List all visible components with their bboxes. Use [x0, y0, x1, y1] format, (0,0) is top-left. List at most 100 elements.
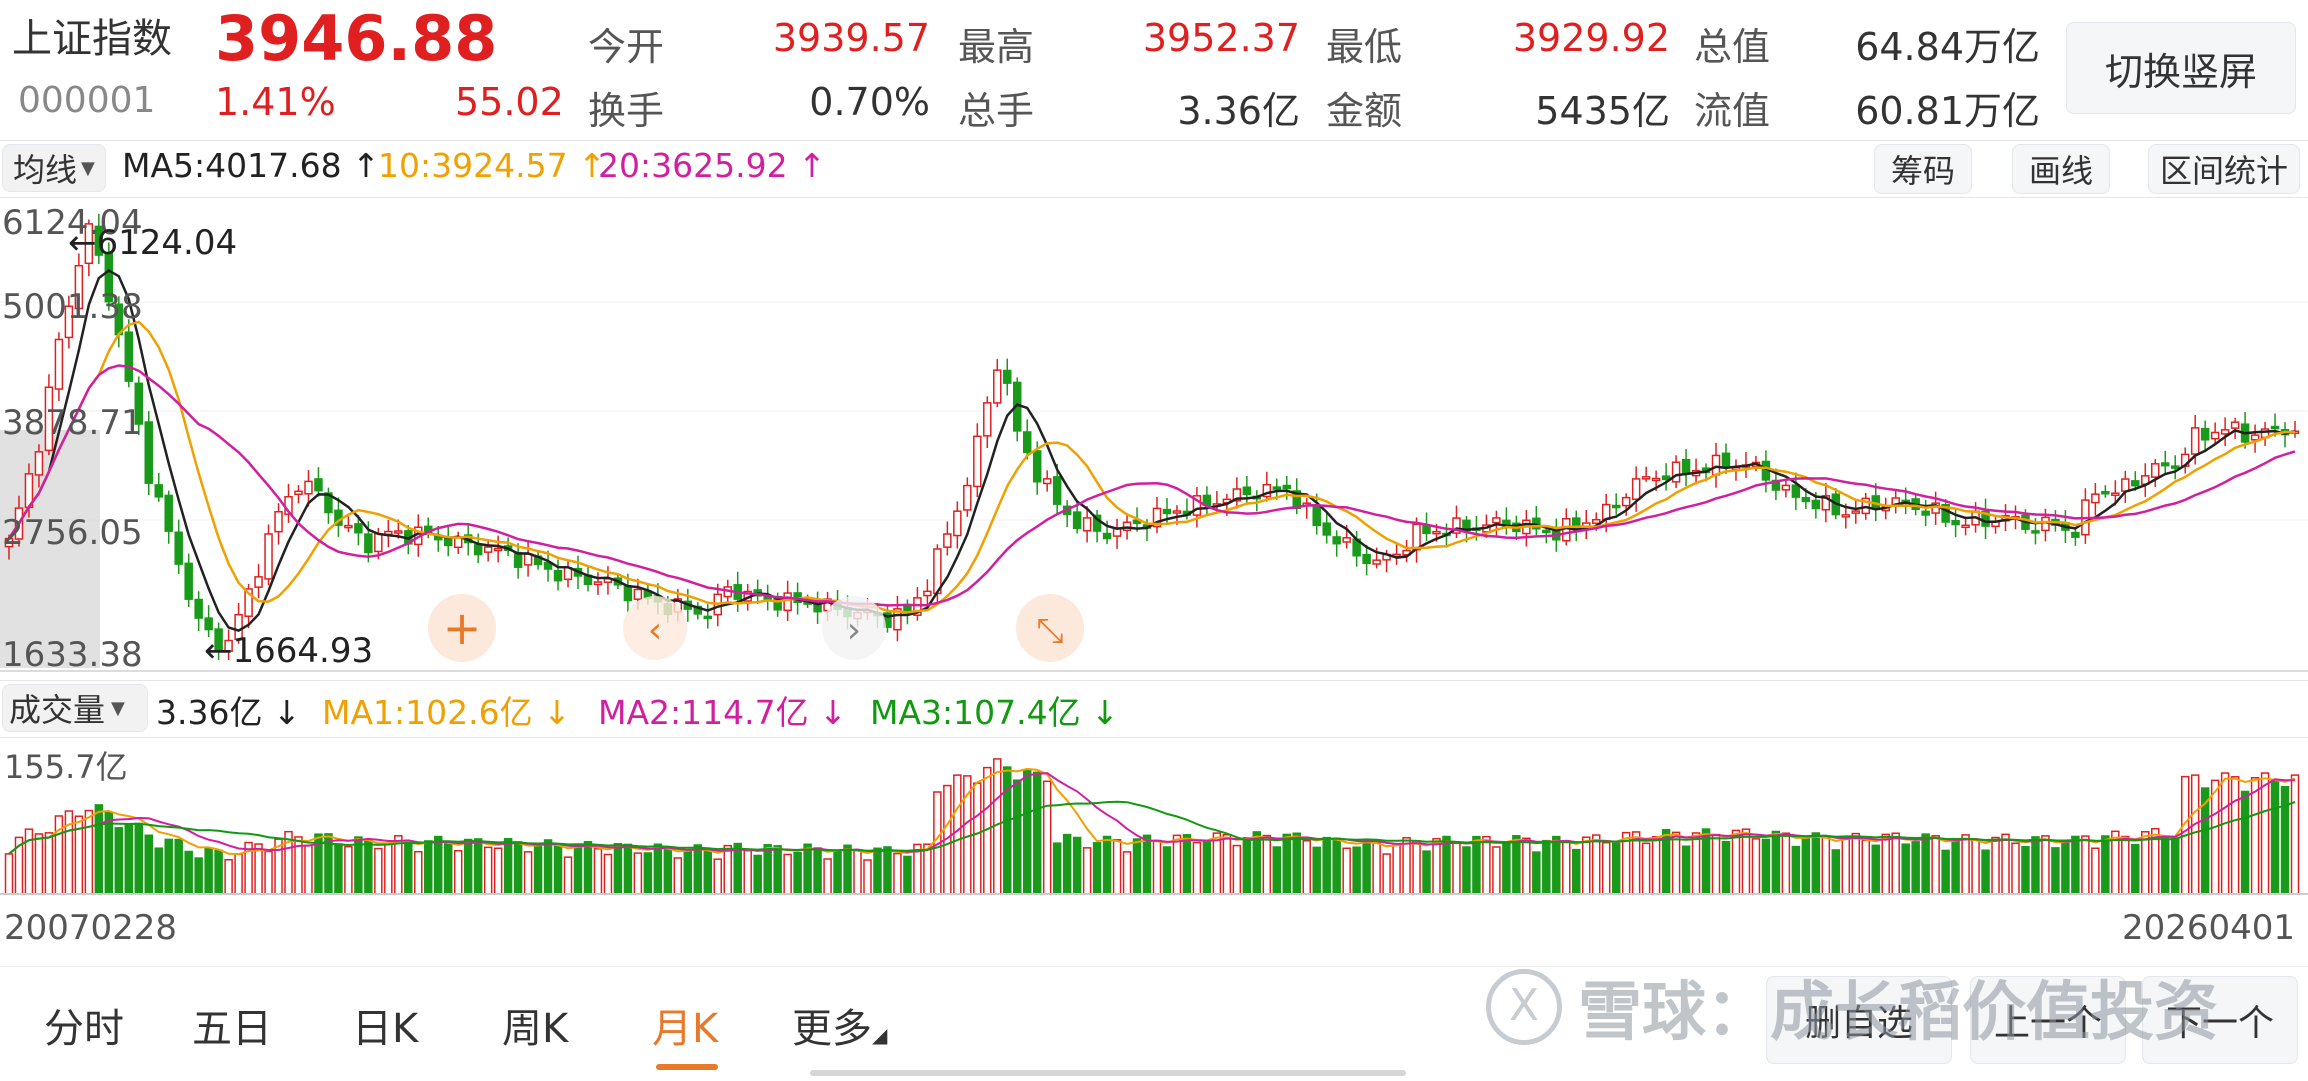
- range-stats-button[interactable]: 区间统计: [2148, 144, 2300, 194]
- tab-more[interactable]: 更多◢: [792, 996, 887, 1054]
- volume-bar: [1292, 832, 1301, 895]
- volume-bar: [4, 853, 14, 895]
- previous-button[interactable]: 上一个: [1970, 976, 2126, 1064]
- volume-bar: [1691, 832, 1701, 895]
- candle-body: [394, 530, 403, 534]
- volume-bar: [1771, 830, 1781, 895]
- volume-bar: [234, 853, 243, 895]
- candle-body: [1092, 514, 1102, 532]
- volume-bar: [1032, 771, 1042, 895]
- next-button[interactable]: 下一个: [2142, 976, 2298, 1064]
- volume-bar: [523, 851, 533, 895]
- volume-bar: [94, 804, 104, 895]
- volume-bar: [513, 841, 523, 895]
- draw-line-button[interactable]: 画线: [2012, 144, 2110, 194]
- volume-bar: [1522, 837, 1531, 895]
- volume-bar: [853, 850, 862, 895]
- volume-bar: [1871, 844, 1880, 895]
- change-percent: 1.41%: [215, 80, 336, 124]
- volume-bar: [2240, 790, 2250, 895]
- volume-bar: [623, 843, 633, 895]
- tab-daily-k[interactable]: 日K: [352, 1006, 419, 1052]
- volume-bar: [2220, 772, 2230, 895]
- candle-body: [593, 581, 603, 586]
- candle-body: [1921, 510, 1930, 516]
- volume-bar: [124, 824, 134, 895]
- candle-body: [893, 608, 902, 631]
- volume-bar: [424, 840, 433, 895]
- candle-body: [2121, 478, 2130, 492]
- stat-label-volume: 总手: [958, 89, 1035, 133]
- volume-bar: [1052, 842, 1062, 895]
- remove-watchlist-button[interactable]: 删自选: [1766, 976, 1952, 1064]
- volume-bar: [194, 857, 203, 895]
- candle-body: [1162, 508, 1172, 515]
- volume-bar: [1192, 841, 1202, 895]
- price-chart[interactable]: + ‹ › ⤡ 6124.04 5001.38 3878.71 2756.05 …: [0, 198, 2308, 672]
- volume-bar: [683, 850, 693, 895]
- candle-body: [703, 615, 713, 620]
- volume-bar: [813, 847, 822, 895]
- volume-bar: [653, 843, 663, 895]
- candle-body: [2190, 427, 2200, 455]
- volume-bar: [364, 838, 373, 895]
- chips-button[interactable]: 筹码: [1874, 144, 1972, 194]
- volume-bar: [783, 853, 792, 895]
- volume-bar: [1242, 837, 1252, 895]
- add-marker-icon: [428, 594, 496, 662]
- ma10-value: 10:3924.57 ↑: [378, 146, 606, 185]
- volume-bar: [1911, 841, 1920, 895]
- volume-bar: [483, 846, 493, 895]
- candle-body: [84, 223, 94, 265]
- candle-body: [344, 524, 353, 529]
- ma-selector[interactable]: 均线 ▼: [2, 144, 106, 192]
- candle-body: [1422, 524, 1431, 535]
- dropdown-arrow-icon: ▼: [81, 157, 95, 179]
- stat-label-amount: 金额: [1326, 89, 1403, 133]
- volume-bar: [1452, 842, 1461, 895]
- volume-bar: [1651, 835, 1661, 895]
- volume-bar: [583, 840, 593, 895]
- volume-chart[interactable]: 155.7亿: [0, 738, 2308, 898]
- volume-bar: [1472, 835, 1481, 895]
- candle-body: [1542, 529, 1551, 534]
- volume-bar: [374, 847, 383, 895]
- volume-bar: [2041, 835, 2050, 895]
- volume-bar: [1262, 834, 1272, 895]
- tab-more-label: 更多: [792, 1006, 872, 1052]
- tab-five-day[interactable]: 五日: [192, 1006, 272, 1052]
- candle-body: [1961, 524, 1970, 529]
- candle-body: [993, 369, 1002, 404]
- tab-time-share[interactable]: 分时: [44, 1006, 124, 1052]
- candle-body: [1941, 504, 1950, 523]
- stat-value-volume: 3.36亿: [1177, 89, 1300, 133]
- stat-label-open: 今开: [588, 25, 665, 69]
- volume-bar: [503, 837, 513, 895]
- volume-bar: [1981, 849, 1990, 895]
- volume-bar: [613, 843, 623, 895]
- volume-bar: [2001, 833, 2010, 895]
- volume-bar: [763, 844, 772, 895]
- volume-bar: [1532, 851, 1541, 895]
- tab-monthly-k[interactable]: 月K: [652, 1006, 719, 1052]
- stat-label-total-value: 总值: [1694, 25, 1771, 69]
- vol-ma2-line: [8, 772, 2295, 855]
- candle-body: [1821, 495, 1831, 511]
- volume-selector[interactable]: 成交量 ▼: [2, 684, 148, 732]
- volume-bar: [1212, 832, 1222, 895]
- volume-bar: [733, 842, 742, 895]
- volume-bar: [1731, 829, 1741, 895]
- volume-bar: [1552, 835, 1561, 895]
- volume-bar: [1042, 780, 1052, 895]
- volume-bar: [1851, 832, 1861, 895]
- next-marker-icon: [822, 596, 886, 660]
- volume-bar: [1382, 853, 1391, 895]
- candle-body: [813, 603, 822, 613]
- volume-bar: [1462, 846, 1471, 895]
- switch-portrait-button[interactable]: 切换竖屏: [2066, 22, 2296, 114]
- tab-weekly-k[interactable]: 周K: [502, 1006, 569, 1052]
- candle-body: [2160, 462, 2170, 467]
- ma10-line: [7, 320, 2296, 614]
- volume-bar: [1082, 847, 1092, 895]
- candle-body: [2031, 530, 2040, 534]
